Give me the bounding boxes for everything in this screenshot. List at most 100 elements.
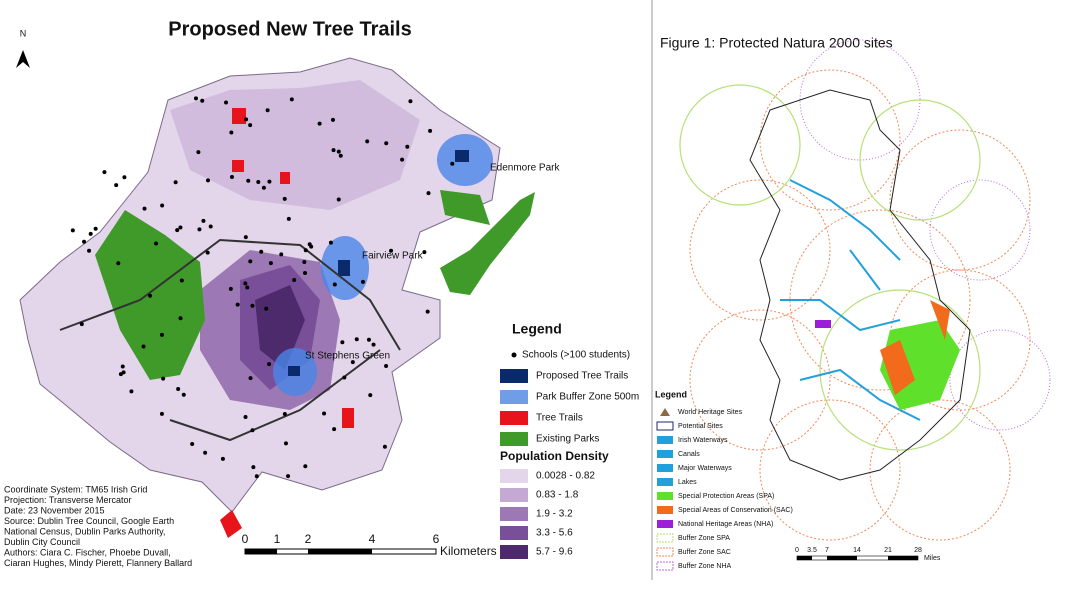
school — [178, 316, 183, 321]
waterway — [780, 179, 921, 421]
map-title: Figure 1: Protected Natura 2000 sites — [660, 35, 893, 51]
legend-swatch — [657, 492, 673, 500]
school — [243, 235, 248, 240]
legend-label: Buffer Zone SPA — [678, 535, 730, 542]
school — [328, 240, 333, 245]
school — [88, 231, 93, 236]
legend-title: Legend — [512, 321, 562, 337]
park — [440, 190, 490, 225]
place-label: Fairview Park — [362, 251, 424, 262]
scale-label: 28 — [914, 547, 922, 554]
school — [408, 99, 413, 104]
credit-line: Source: Dublin Tree Council, Google Eart… — [4, 516, 174, 526]
school — [405, 144, 410, 149]
legend-label: Park Buffer Zone 500m — [536, 392, 639, 403]
legend-label: Canals — [678, 451, 700, 458]
school — [154, 241, 159, 246]
school — [176, 386, 181, 391]
school — [142, 206, 147, 211]
school — [248, 123, 253, 128]
scale-label: 21 — [884, 547, 892, 554]
legend-label: Special Areas of Conservation (SAC) — [678, 507, 793, 514]
school — [244, 117, 249, 122]
school — [243, 414, 248, 419]
school — [181, 392, 186, 397]
buffer-spa — [679, 84, 981, 451]
school — [371, 342, 376, 347]
school — [87, 248, 92, 253]
scale-label: 14 — [853, 547, 861, 554]
school — [342, 375, 347, 380]
tree-trail — [280, 172, 290, 184]
legend-label: Buffer Zone SAC — [678, 549, 731, 556]
school — [203, 450, 208, 455]
school — [307, 242, 312, 247]
school — [201, 218, 206, 223]
legend-swatch — [657, 464, 673, 472]
school — [332, 282, 337, 287]
school — [160, 203, 165, 208]
legend-label: Irish Waterways — [678, 437, 728, 444]
school — [350, 360, 355, 365]
school — [302, 260, 307, 265]
school — [193, 96, 198, 101]
school — [384, 141, 389, 146]
legend-label: Proposed Tree Trails — [536, 371, 628, 382]
school — [303, 464, 308, 469]
north-arrow — [16, 50, 30, 68]
school — [179, 278, 184, 283]
school — [102, 170, 107, 175]
legend-label: 0.0028 - 0.82 — [536, 471, 595, 482]
legend-label: National Heritage Areas (NHA) — [678, 521, 773, 528]
credit-line: Date: 23 November 2015 — [4, 505, 105, 515]
legend-label: Existing Parks — [536, 434, 599, 445]
credit-line: Ciaran Hughes, Mindy Pierett, Flannery B… — [4, 558, 192, 568]
legend-title: Legend — [655, 389, 687, 399]
school — [200, 98, 205, 103]
park — [440, 192, 535, 295]
tree-trail — [342, 408, 354, 428]
school — [389, 248, 394, 253]
legend-swatch — [657, 478, 673, 486]
school — [196, 150, 201, 155]
scale-bar — [245, 549, 277, 554]
tree-trail — [220, 510, 242, 538]
school — [159, 411, 164, 416]
school — [384, 364, 389, 369]
school — [368, 393, 373, 398]
scale-label: 7 — [825, 547, 829, 554]
school — [246, 178, 251, 183]
credit-line: Coordinate System: TM65 Irish Grid — [4, 484, 147, 494]
sac-area — [880, 300, 950, 395]
legend-label: 5.7 - 9.6 — [536, 547, 573, 558]
legend-label: 1.9 - 3.2 — [536, 509, 573, 520]
school — [205, 250, 210, 255]
school — [248, 376, 253, 381]
scale-bar — [308, 549, 372, 554]
credit-line: Authors: Ciara C. Fischer, Phoebe Duvall… — [4, 547, 171, 557]
school — [243, 281, 248, 286]
legend-swatch — [500, 432, 528, 446]
scale-unit: Kilometers — [440, 544, 497, 558]
school — [338, 153, 343, 158]
school — [208, 224, 213, 229]
school — [428, 128, 433, 133]
school — [286, 216, 291, 221]
map-title: Proposed New Tree Trails — [168, 18, 411, 40]
school — [283, 441, 288, 446]
school — [366, 337, 371, 342]
school — [425, 309, 430, 314]
school — [282, 411, 287, 416]
legend-label: Lakes — [678, 479, 697, 486]
school — [336, 149, 341, 154]
school — [340, 340, 345, 345]
scale-label: 4 — [369, 532, 376, 546]
legend-label: 0.83 - 1.8 — [536, 490, 579, 501]
school — [422, 250, 427, 255]
place-label: St Stephens Green — [305, 351, 390, 362]
scale-bar — [827, 556, 857, 560]
legend-swatch — [500, 507, 528, 521]
school — [82, 239, 87, 244]
proposed-trail — [455, 150, 469, 162]
left-map: N Proposed New Tree Trails Edenmore Park… — [16, 18, 609, 538]
